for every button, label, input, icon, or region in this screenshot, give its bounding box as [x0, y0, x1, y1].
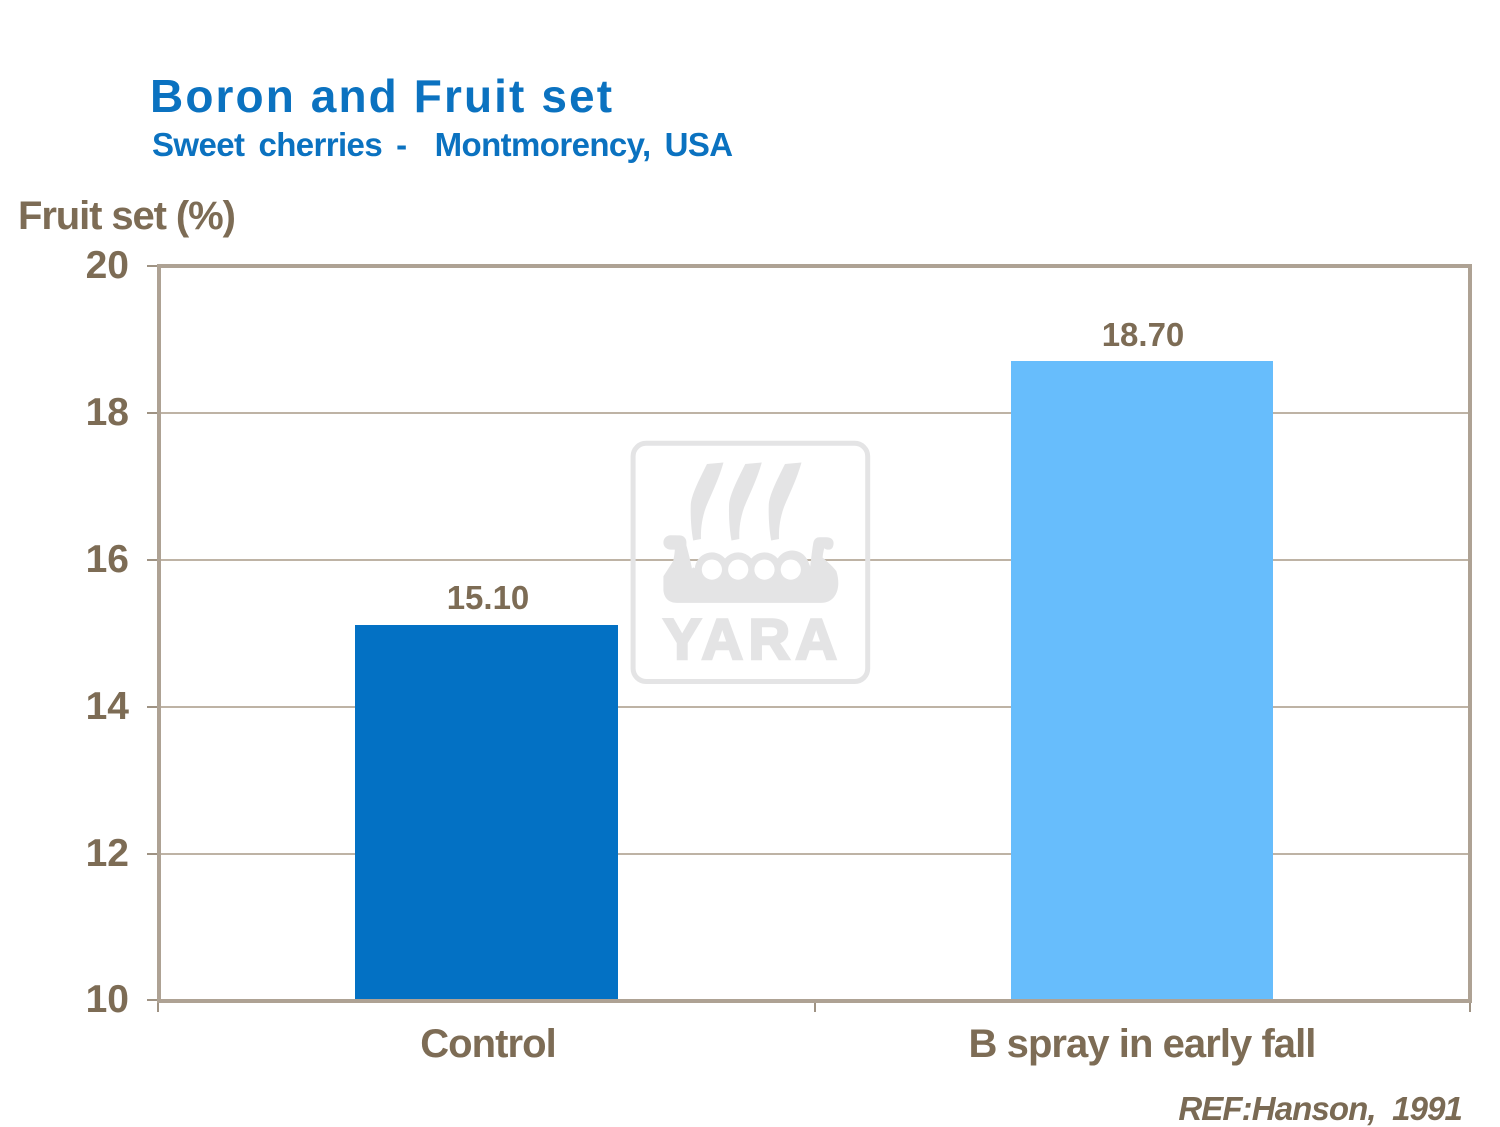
svg-text:YARA: YARA — [663, 608, 837, 672]
